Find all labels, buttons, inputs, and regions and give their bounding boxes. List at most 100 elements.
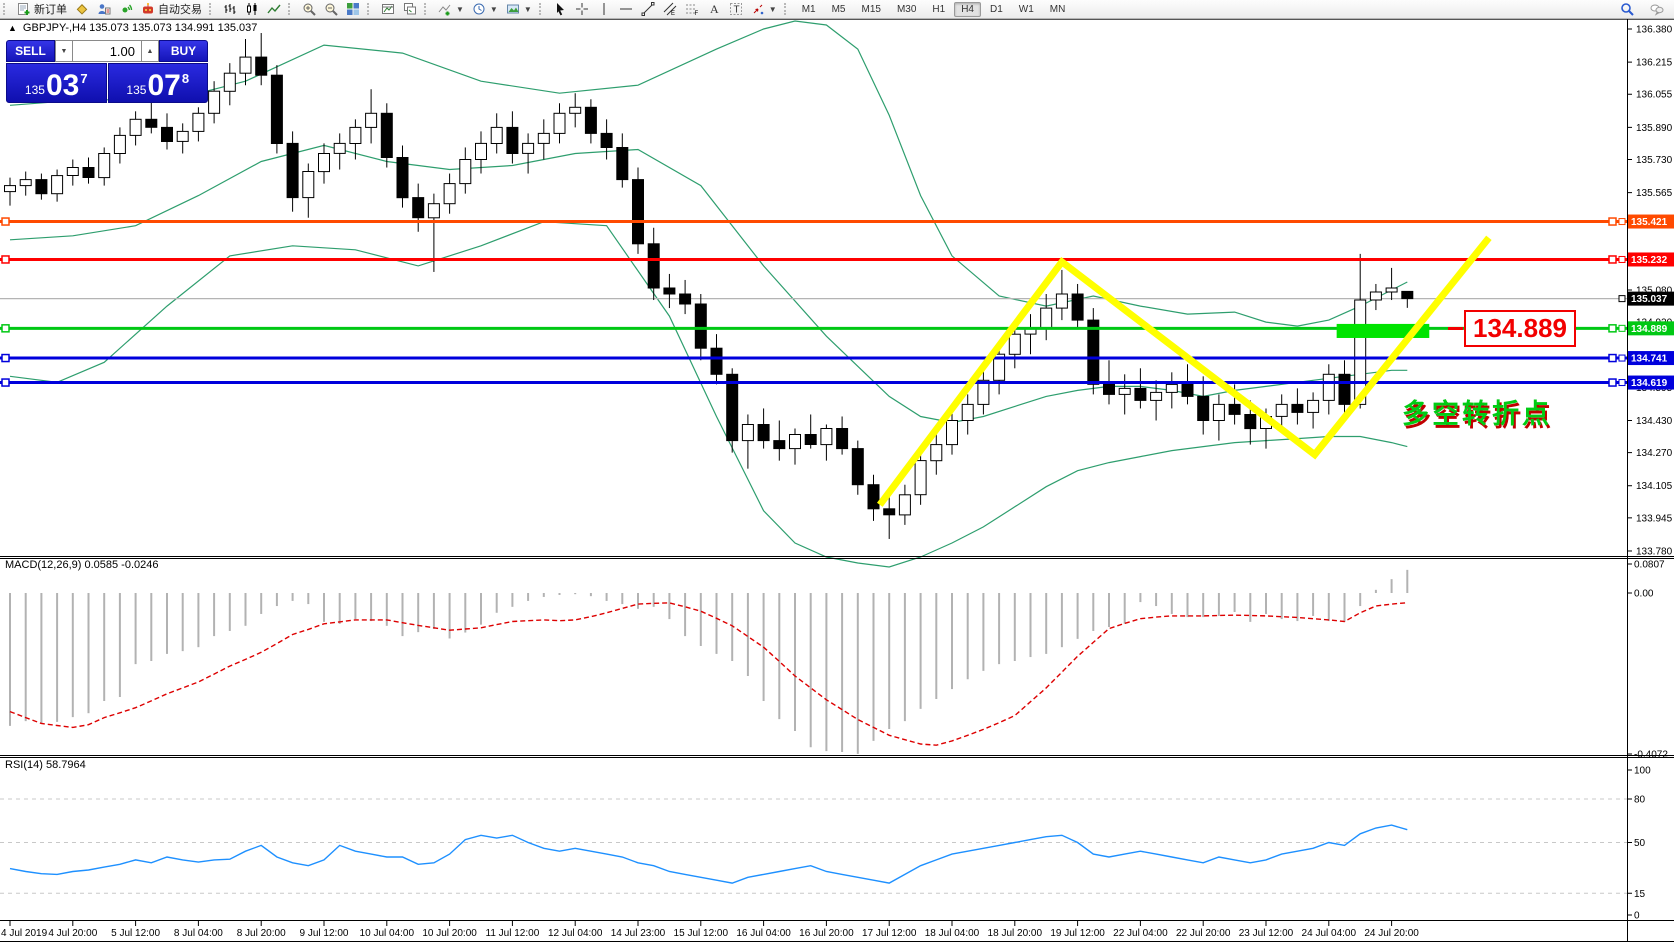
buy-price-button[interactable]: 135 07 8	[107, 63, 208, 103]
timeframe-h1-button[interactable]: H1	[932, 3, 946, 15]
toolbar-group-handle[interactable]	[424, 3, 431, 15]
sell-price-big: 03	[45, 69, 80, 102]
signal-icon	[122, 4, 133, 13]
price-callout-box[interactable]: 134.889	[1464, 310, 1576, 347]
svg-text:8 Jul 20:00: 8 Jul 20:00	[237, 928, 286, 939]
buy-price-big: 07	[147, 69, 181, 102]
trendline-tool-button[interactable]	[637, 0, 659, 18]
volume-spin-up[interactable]: ▲	[141, 40, 159, 62]
templates-button[interactable]: ▼	[502, 0, 536, 18]
autotrade-icon	[143, 3, 153, 14]
candles-icon	[247, 3, 257, 15]
svg-text:19 Jul 12:00: 19 Jul 12:00	[1050, 928, 1105, 939]
arrange-b-icon	[404, 3, 416, 15]
crosshair-icon	[575, 3, 588, 15]
zoom-in-icon	[303, 3, 316, 16]
timeframe-mn-button[interactable]: MN	[1049, 3, 1066, 15]
cascade-windows-button[interactable]	[399, 0, 421, 18]
volume-spin-down[interactable]: ▼	[55, 40, 73, 62]
toolbar-group-handle[interactable]	[783, 3, 791, 15]
zoom-out-button[interactable]	[320, 0, 342, 18]
add-indicator-button[interactable]: ▼	[434, 0, 468, 18]
buy-price-prefix: 135	[126, 83, 147, 97]
market-watch-button[interactable]	[93, 0, 115, 18]
candlestick-mode-button[interactable]	[241, 0, 263, 18]
timeframe-w1-button[interactable]: W1	[1018, 3, 1034, 15]
svg-text:E: E	[671, 11, 675, 16]
arrange-windows-button[interactable]	[377, 0, 399, 18]
svg-text:134.270: 134.270	[1636, 448, 1673, 459]
svg-text:23 Jul 12:00: 23 Jul 12:00	[1239, 928, 1294, 939]
volume-input[interactable]: 1.00	[73, 40, 141, 62]
buy-price-pip: 8	[181, 71, 190, 86]
toolbar-group-handle[interactable]	[367, 3, 374, 15]
arrows-tool-button[interactable]: ▼	[747, 0, 781, 18]
horizontal-line-tool-button[interactable]	[615, 0, 637, 18]
text-label-tool-button[interactable]: T	[725, 0, 747, 18]
tile-windows-button[interactable]	[342, 0, 364, 18]
sell-button[interactable]: SELL	[6, 40, 55, 62]
svg-text:16 Jul 04:00: 16 Jul 04:00	[736, 928, 791, 939]
chat-button[interactable]	[1646, 0, 1668, 18]
signals-button[interactable]	[115, 0, 137, 18]
collapse-arrow-icon[interactable]: ▲	[8, 23, 17, 33]
equidistant-channel-tool-button[interactable]: E	[659, 0, 681, 18]
macd-indicator-label: MACD(12,26,9) 0.0585 -0.0246	[5, 559, 159, 571]
svg-text:135.890: 135.890	[1636, 123, 1673, 134]
toolbar-group-handle[interactable]	[3, 3, 10, 15]
bars-icon	[224, 4, 236, 14]
cursor-tool-button[interactable]	[549, 0, 571, 18]
svg-text:24 Jul 20:00: 24 Jul 20:00	[1364, 928, 1419, 939]
fibo-icon: F	[685, 4, 698, 16]
svg-text:18 Jul 04:00: 18 Jul 04:00	[925, 928, 980, 939]
auto-trading-button[interactable]: 自动交易	[137, 0, 206, 19]
timeframe-m30-button[interactable]: M30	[896, 3, 917, 15]
symbol-ohlc-text: GBPJPY-,H4 135.073 135.073 134.991 135.0…	[22, 22, 258, 34]
buy-button[interactable]: BUY	[159, 40, 208, 62]
svg-text:133.945: 133.945	[1636, 513, 1673, 524]
toolbar-group-handle[interactable]	[538, 3, 546, 15]
line-chart-mode-button[interactable]	[263, 0, 285, 18]
text-t-icon: T	[729, 3, 742, 16]
text-a-icon: A	[710, 2, 719, 16]
timeframe-m1-button[interactable]: M1	[801, 3, 816, 15]
template-icon	[506, 4, 519, 14]
dropdown-caret-icon[interactable]: ▼	[456, 4, 464, 14]
svg-text:136.215: 136.215	[1636, 58, 1673, 69]
svg-text:134.430: 134.430	[1636, 416, 1673, 427]
periods-button[interactable]: ▼	[468, 0, 502, 18]
svg-text:8 Jul 04:00: 8 Jul 04:00	[174, 928, 223, 939]
add-indicator-icon	[438, 4, 451, 16]
vertical-line-tool-button[interactable]	[593, 0, 615, 18]
svg-text:135.232: 135.232	[1631, 255, 1668, 266]
sell-price-button[interactable]: 135 03 7	[6, 63, 107, 103]
svg-text:136.380: 136.380	[1636, 25, 1673, 36]
bar-chart-mode-button[interactable]	[219, 0, 241, 18]
svg-text:F: F	[694, 11, 698, 16]
search-button[interactable]	[1616, 0, 1638, 18]
svg-text:17 Jul 12:00: 17 Jul 12:00	[862, 928, 917, 939]
chart-profile-button[interactable]	[71, 0, 93, 18]
dropdown-caret-icon[interactable]: ▼	[768, 4, 777, 14]
toolbar-group-handle[interactable]	[288, 3, 295, 15]
channel-icon: E	[663, 2, 677, 16]
auto-trading-label: 自动交易	[158, 4, 202, 16]
timeframe-h4-button[interactable]: H4	[954, 1, 981, 17]
new-order-button[interactable]: 新订单	[13, 0, 71, 19]
arrange-a-icon	[382, 4, 394, 14]
turning-point-note[interactable]: 多空转折点	[1402, 399, 1552, 429]
svg-text:4 Jul 2019: 4 Jul 2019	[1, 928, 48, 939]
crosshair-tool-button[interactable]	[571, 0, 593, 18]
zoom-in-button[interactable]	[298, 0, 320, 18]
toolbar-group-handle[interactable]	[209, 3, 216, 15]
svg-text:80: 80	[1634, 795, 1646, 806]
text-tool-button[interactable]: A	[703, 0, 725, 18]
fibonacci-tool-button[interactable]: F	[681, 0, 703, 18]
timeframe-d1-button[interactable]: D1	[990, 3, 1003, 15]
dropdown-caret-icon[interactable]: ▼	[523, 4, 532, 14]
svg-text:22 Jul 04:00: 22 Jul 04:00	[1113, 928, 1168, 939]
dropdown-caret-icon[interactable]: ▼	[489, 4, 498, 14]
timeframe-m15-button[interactable]: M15	[861, 3, 881, 15]
timeframe-m5-button[interactable]: M5	[831, 3, 846, 15]
